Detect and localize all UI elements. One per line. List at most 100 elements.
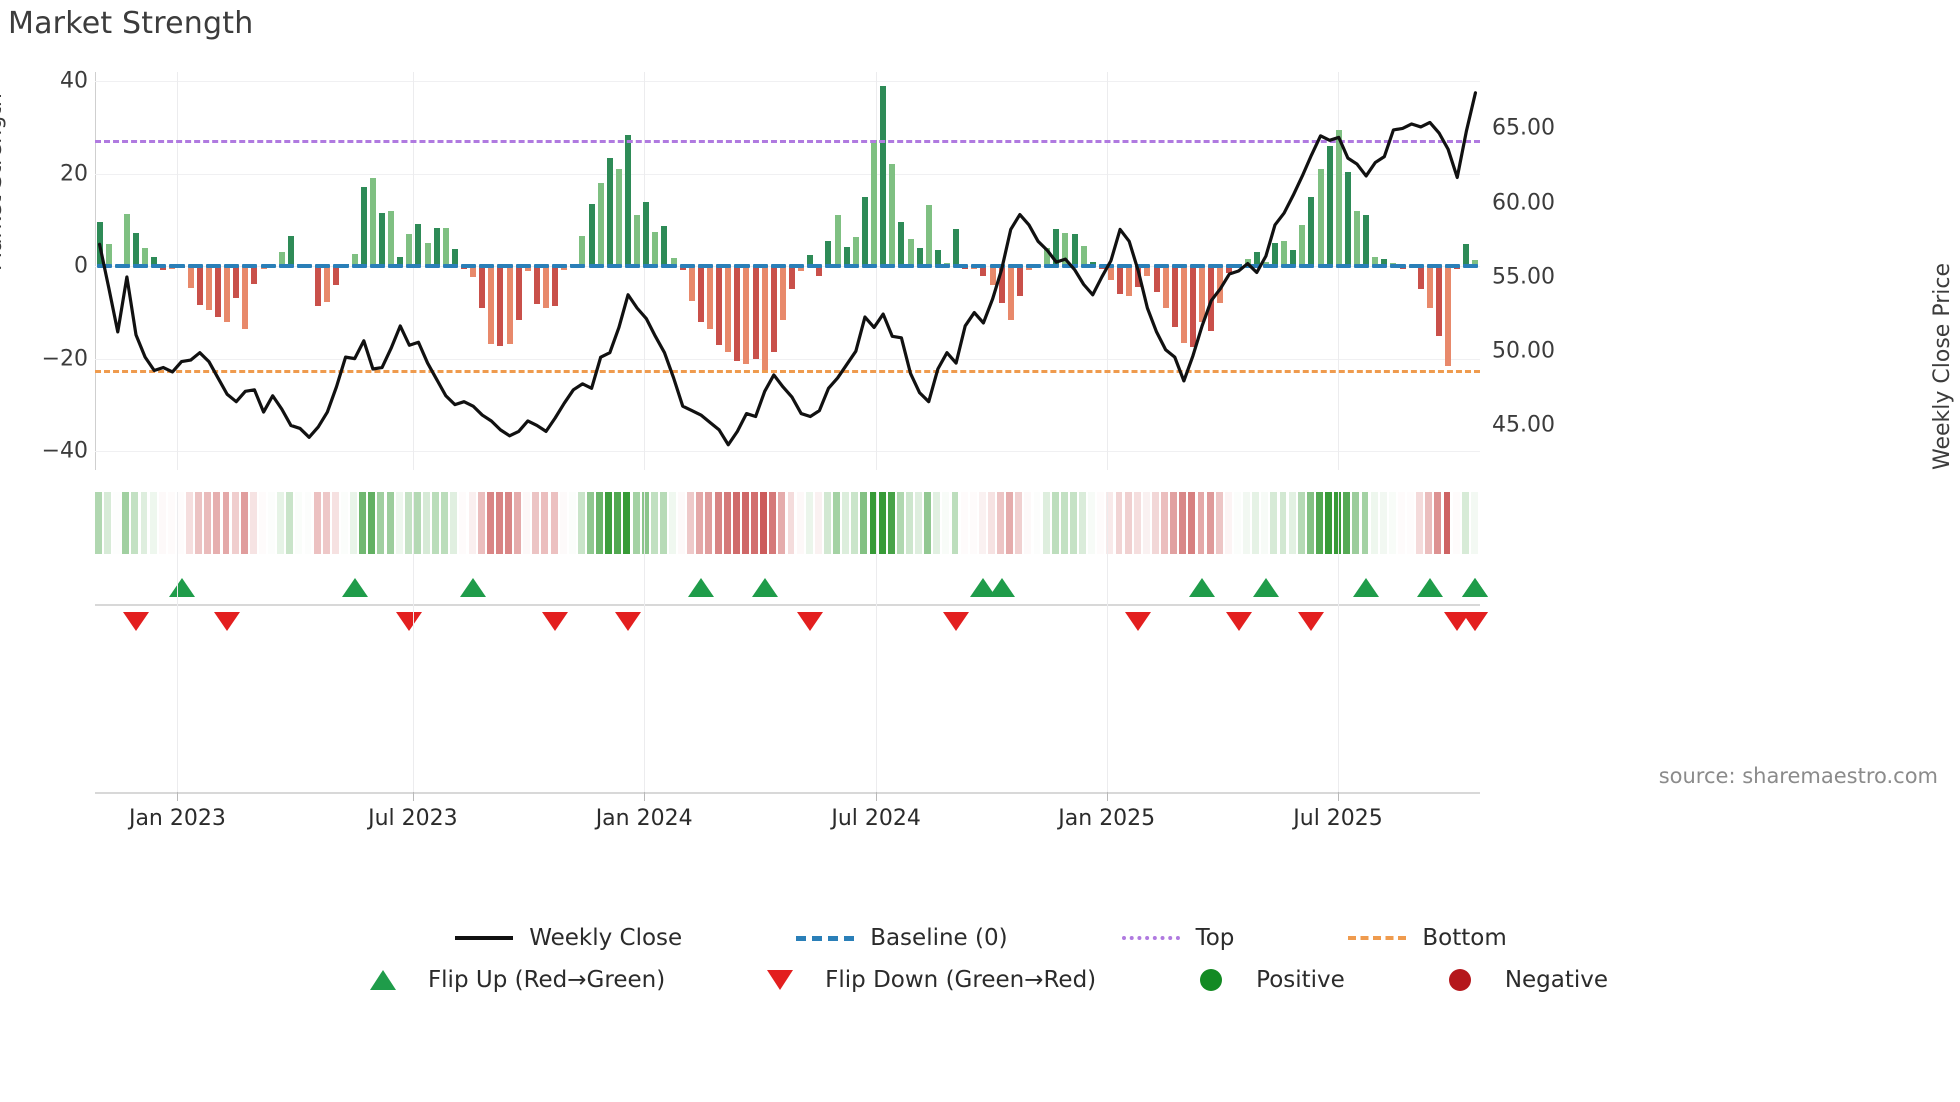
heatmap-cell	[1060, 492, 1068, 554]
strength-bar	[479, 266, 486, 308]
vertical-gridline-lower	[644, 492, 646, 792]
heatmap-cell	[905, 492, 913, 554]
heatmap-cell	[204, 492, 212, 554]
strength-bar	[433, 227, 440, 267]
flip-up-marker	[1462, 578, 1489, 597]
source-caption: source: sharemaestro.com	[1658, 764, 1938, 788]
baseline-segment	[479, 264, 495, 269]
x-tick-mark	[1338, 792, 1340, 801]
strength-bar	[1107, 266, 1114, 281]
heatmap-cell	[1024, 492, 1032, 554]
heatmap-cell	[1306, 492, 1314, 554]
heatmap-cell	[605, 492, 613, 554]
strength-bar	[151, 257, 158, 267]
vertical-gridline-lower	[1106, 492, 1108, 792]
heatmap-cell	[386, 492, 394, 554]
strength-bar	[625, 135, 632, 267]
heatmap-cell	[122, 492, 130, 554]
heatmap-cell	[195, 492, 203, 554]
vertical-gridline	[1106, 72, 1108, 470]
heatmap-cell	[313, 492, 321, 554]
heatmap-cell	[1261, 492, 1269, 554]
heatmap-cell	[614, 492, 622, 554]
legend-item-top[interactable]: Top	[1120, 925, 1234, 951]
baseline-segment	[625, 264, 641, 269]
strength-bar	[1372, 257, 1379, 267]
strength-bar	[1463, 244, 1470, 267]
heatmap-cell	[423, 492, 430, 554]
strength-bar	[752, 266, 759, 359]
heatmap-cell	[350, 492, 358, 554]
baseline-segment	[242, 264, 258, 269]
strength-bar	[388, 210, 395, 267]
heatmap-cell	[814, 492, 822, 554]
heatmap-cell	[149, 492, 157, 554]
heatmap-cell	[1079, 492, 1086, 554]
heatmap-cell	[249, 492, 257, 554]
baseline-segment	[1317, 264, 1333, 269]
heatmap-cell	[1470, 492, 1478, 554]
baseline-segment	[351, 264, 367, 269]
flip-down-marker	[542, 612, 569, 631]
heatmap-cell	[696, 492, 704, 554]
heatmap-cell	[1461, 492, 1469, 554]
baseline-segment	[1044, 264, 1060, 269]
legend-item-flip-up[interactable]: Flip Up (Red→Green)	[352, 967, 665, 993]
heatmap-cell	[1297, 492, 1305, 554]
heatmap-cell	[951, 492, 959, 554]
heatmap-cell	[231, 492, 239, 554]
legend-label: Flip Down (Green→Red)	[825, 967, 1097, 993]
vertical-gridline	[177, 72, 179, 470]
baseline-segment	[679, 264, 695, 269]
legend-item-negative[interactable]: Negative	[1429, 967, 1608, 993]
baseline-segment	[369, 264, 386, 269]
heatmap-cell	[924, 492, 932, 554]
strength-bar	[1299, 224, 1306, 267]
strength-bar	[761, 266, 768, 371]
gridline	[95, 266, 1480, 268]
legend-item-bottom[interactable]: Bottom	[1346, 925, 1507, 951]
baseline-segment	[1390, 264, 1406, 269]
heatmap-cell	[1315, 492, 1323, 554]
strength-bar	[834, 215, 841, 267]
left-tick-label: −20	[41, 346, 88, 372]
heatmap-cell	[760, 492, 768, 554]
baseline-segment	[1445, 264, 1461, 269]
heatmap-cell	[259, 492, 266, 554]
heatmap-cell	[1069, 492, 1077, 554]
baseline-segment	[169, 264, 185, 269]
legend-item-weekly-close[interactable]: Weekly Close	[453, 925, 682, 951]
legend-item-flip-down[interactable]: Flip Down (Green→Red)	[749, 967, 1096, 993]
baseline-segment	[1208, 264, 1224, 269]
heatmap-cell	[468, 492, 476, 554]
baseline-segment	[916, 264, 932, 269]
heatmap-cell	[896, 492, 904, 554]
left-tick-label: 0	[74, 253, 88, 279]
heatmap-cell	[1033, 492, 1041, 554]
heatmap-cell	[1343, 492, 1351, 554]
strength-bar	[816, 266, 823, 276]
flip-down-marker	[123, 612, 149, 631]
heatmap-cell	[331, 492, 339, 554]
strength-bar	[533, 266, 540, 305]
heatmap-cell	[1397, 492, 1405, 554]
heatmap-cell	[1270, 492, 1278, 554]
strength-bar	[661, 226, 668, 267]
strength-bar	[488, 266, 495, 345]
page-title: Market Strength	[8, 6, 254, 41]
strength-bar	[1308, 196, 1315, 267]
strength-bar	[105, 244, 112, 267]
legend-item-positive[interactable]: Positive	[1180, 967, 1345, 993]
flip-down-marker	[396, 612, 423, 631]
heatmap-cell	[222, 492, 230, 554]
strength-bar	[233, 266, 240, 298]
heatmap-cell	[623, 492, 631, 554]
heatmap-cell	[751, 492, 758, 554]
heatmap-cell	[277, 492, 285, 554]
strength-bar	[615, 169, 622, 267]
heatmap-cell	[240, 492, 248, 554]
legend-item-baseline[interactable]: Baseline (0)	[794, 925, 1008, 951]
heatmap-cell	[441, 492, 449, 554]
strength-bar	[1435, 266, 1442, 336]
heatmap-cell	[1015, 492, 1023, 554]
